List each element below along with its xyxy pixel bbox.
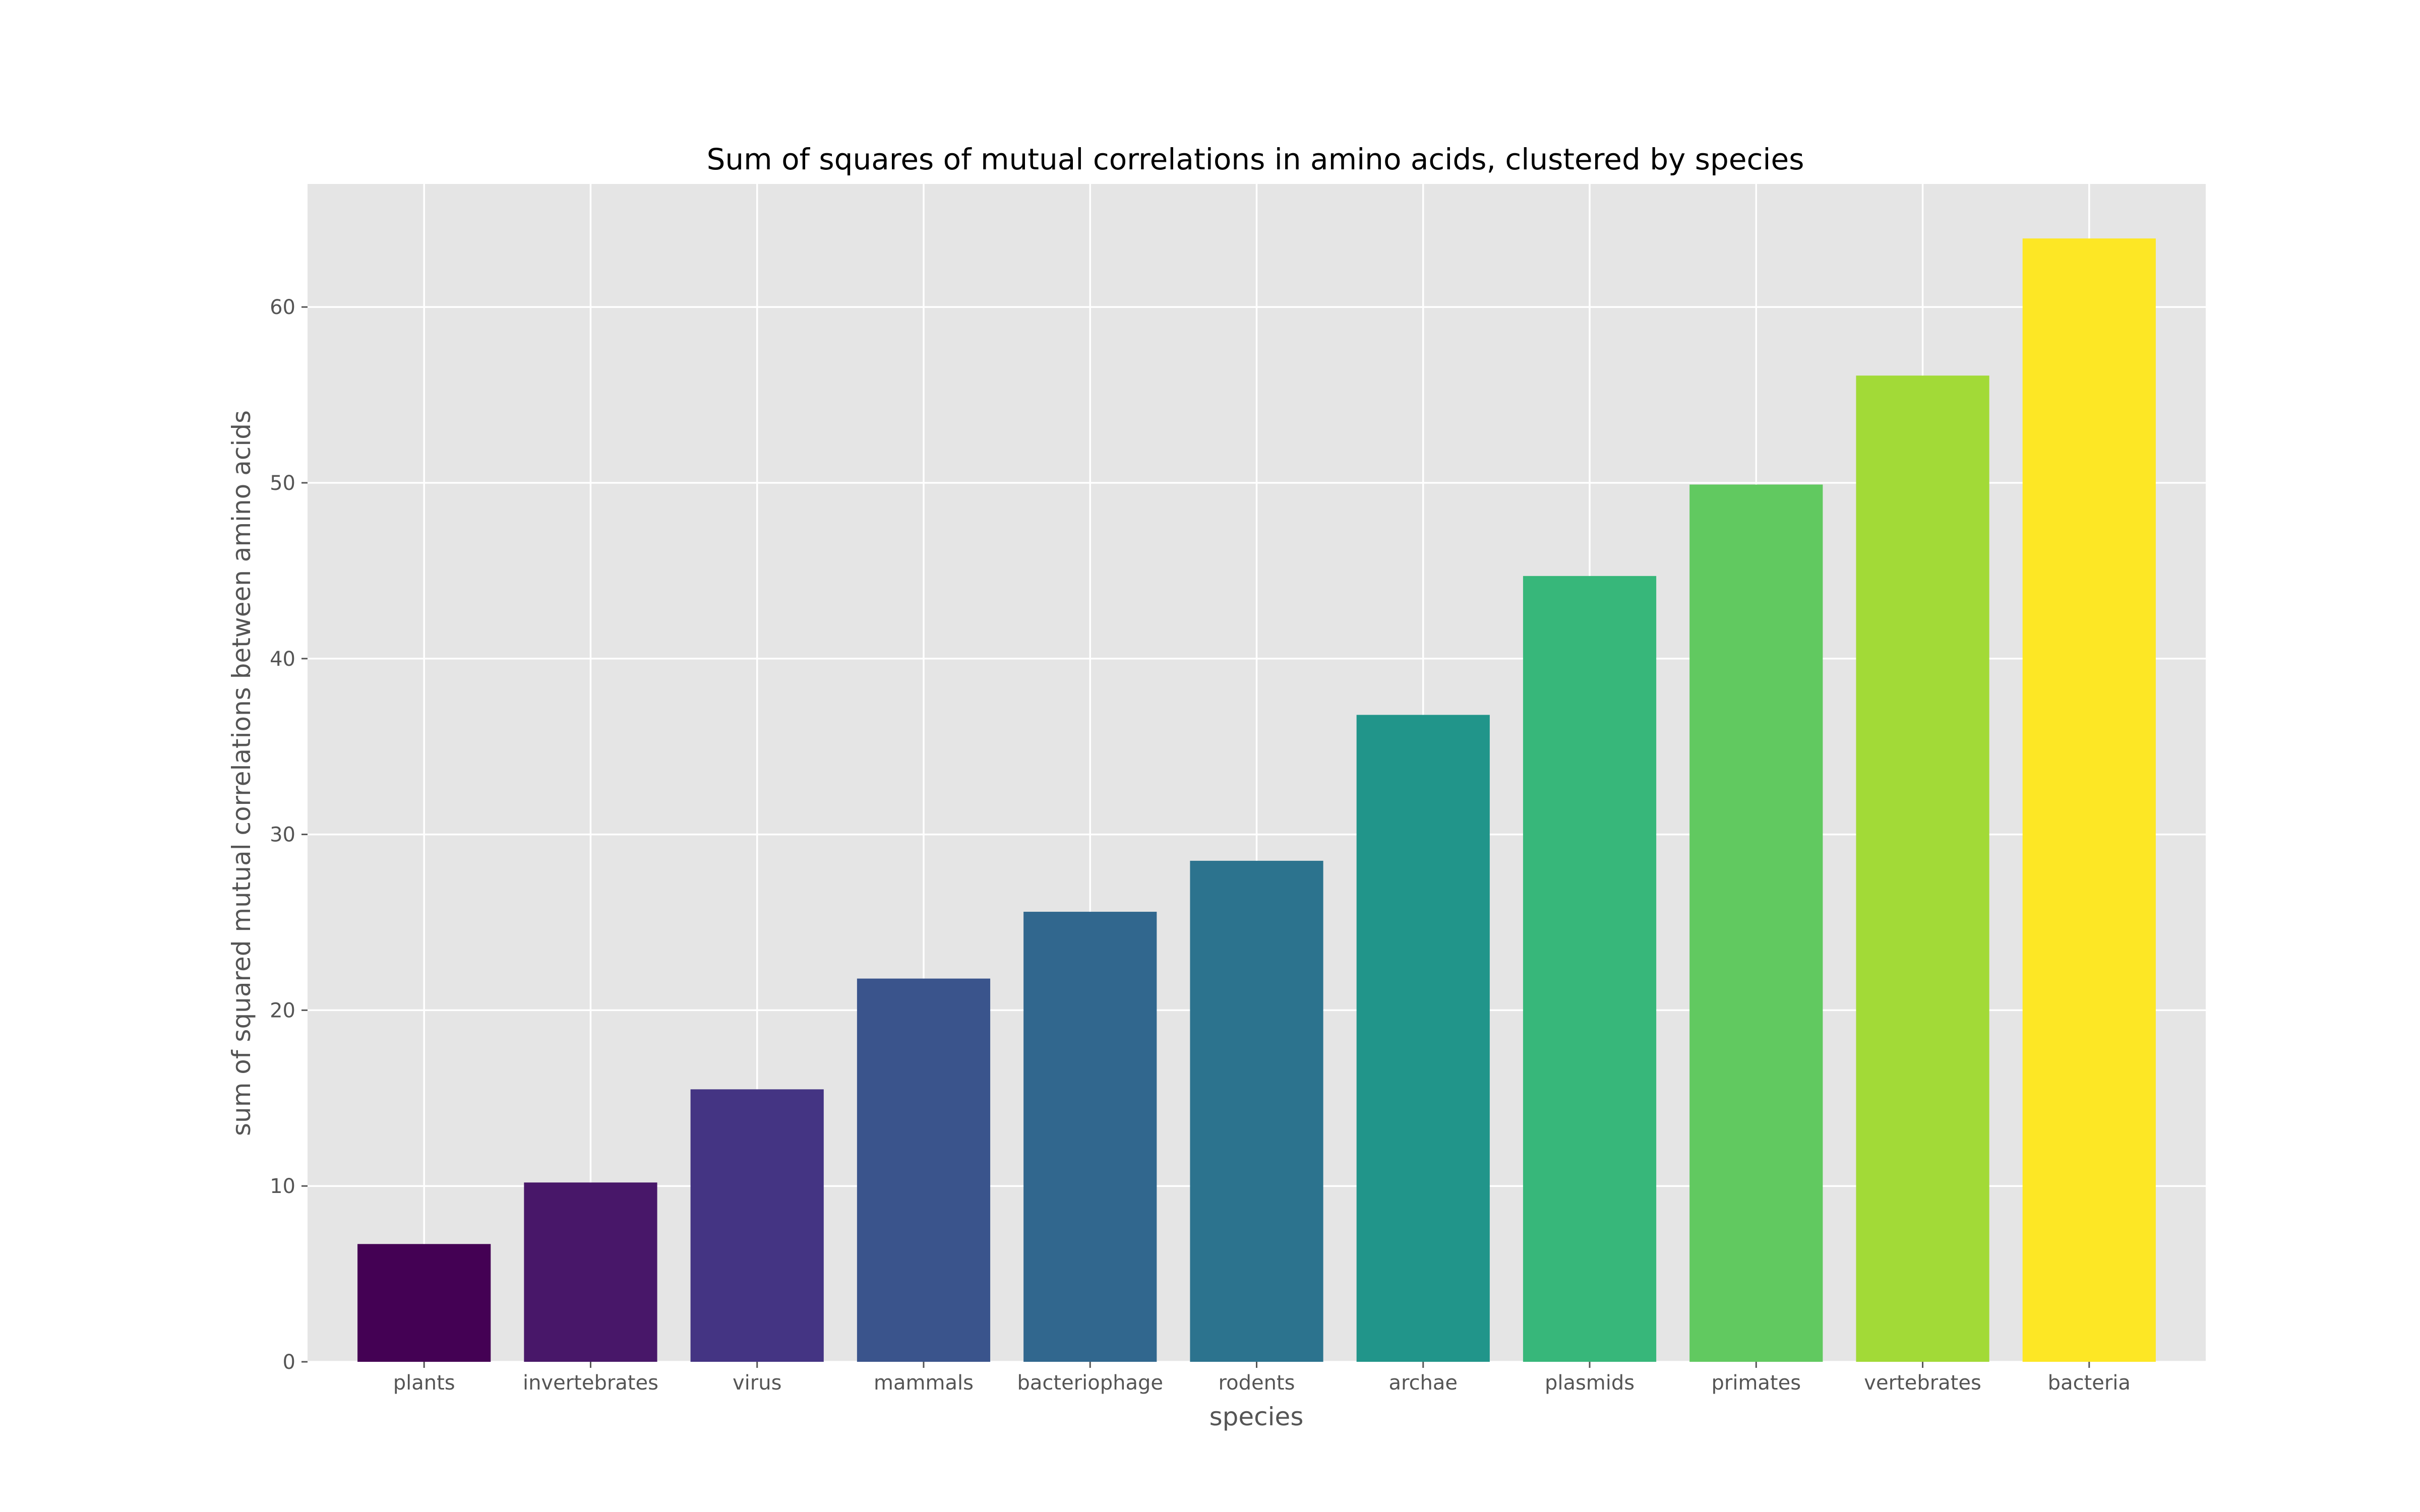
x-tick-label: archae <box>1388 1371 1458 1395</box>
x-tick-label: rodents <box>1219 1371 1295 1395</box>
bar-archae <box>1356 715 1490 1362</box>
bar-plasmids <box>1523 576 1657 1362</box>
bar-plants <box>357 1244 491 1362</box>
x-tick-label: invertebrates <box>523 1371 658 1395</box>
x-tick-label: virus <box>733 1371 781 1395</box>
x-axis-label: species <box>1209 1402 1304 1431</box>
x-tick-label: mammals <box>874 1371 974 1395</box>
bar-virus <box>690 1089 824 1362</box>
x-axis-ticks: plants invertebrates virus mammals bacteriop… <box>393 1362 2131 1395</box>
y-tick-label: 60 <box>270 296 295 319</box>
chart-title: Sum of squares of mutual correlations in… <box>707 142 1804 176</box>
y-tick-label: 10 <box>270 1175 295 1198</box>
x-tick-label: vertebrates <box>1864 1371 1981 1395</box>
x-tick-label: bacteria <box>2048 1371 2131 1395</box>
y-tick-label: 20 <box>270 999 295 1022</box>
bar-vertebrates <box>1856 375 1989 1362</box>
bar-bacteria <box>2022 238 2156 1362</box>
bars <box>357 238 2156 1362</box>
x-tick-label: plasmids <box>1545 1371 1635 1395</box>
y-tick-label: 50 <box>270 472 295 495</box>
y-axis-label: sum of squared mutual correlations betwe… <box>227 410 256 1136</box>
bar-invertebrates <box>524 1182 657 1362</box>
bar-mammals <box>857 978 991 1362</box>
x-tick-label: primates <box>1712 1371 1801 1395</box>
x-tick-label: bacteriophage <box>1017 1371 1163 1395</box>
bar-bacteriophage <box>1023 912 1157 1362</box>
y-axis-ticks: 0 10 20 30 40 50 60 <box>270 296 308 1374</box>
y-tick-label: 30 <box>270 824 295 847</box>
bar-primates <box>1689 484 1823 1362</box>
y-tick-label: 0 <box>283 1351 295 1374</box>
y-tick-label: 40 <box>270 648 295 671</box>
x-tick-label: plants <box>393 1371 455 1395</box>
bar-rodents <box>1190 860 1323 1362</box>
